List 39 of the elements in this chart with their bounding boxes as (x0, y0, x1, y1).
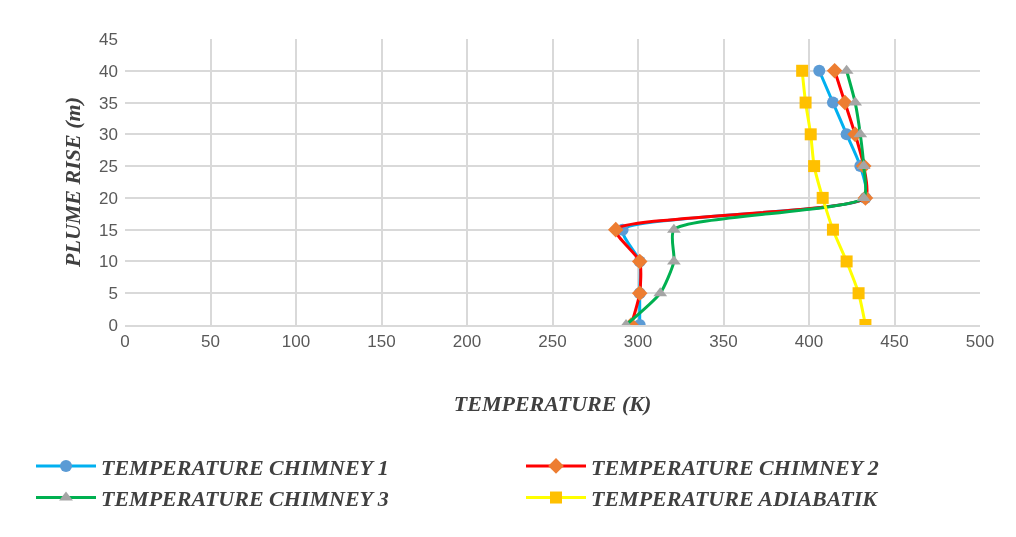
x-tick-label: 100 (281, 332, 311, 352)
point (826, 223, 839, 236)
y-tick-label: 40 (99, 61, 118, 81)
y-tick-label: 15 (99, 220, 118, 240)
x-tick-label: 300 (623, 332, 653, 352)
y-tick-label: 10 (99, 252, 118, 272)
x-tick-label: 350 (709, 332, 738, 352)
point (840, 255, 853, 268)
point (796, 64, 809, 77)
y-tick-label: 25 (99, 157, 118, 177)
x-tick-label: 400 (794, 332, 824, 352)
point (837, 94, 853, 111)
point (799, 96, 812, 109)
y-tick-label: 0 (108, 315, 118, 335)
x-tick-label: 200 (452, 332, 482, 352)
point (816, 191, 829, 204)
legend-label: TEMPERATURE ADIABATIK (591, 486, 879, 512)
legend-label: TEMPERATURE CHIMNEY 2 (591, 454, 879, 480)
point (607, 221, 624, 238)
y-axis-title: PLUME RISE (m) (59, 97, 85, 268)
y-tick-label: 5 (108, 284, 118, 304)
x-tick-label: 150 (367, 332, 396, 352)
legend-label: TEMPERATURE CHIMNEY 1 (101, 454, 389, 480)
point (826, 62, 843, 79)
point (813, 64, 826, 77)
y-tick-label: 20 (99, 188, 118, 208)
y-tick-label: 30 (99, 125, 118, 145)
x-axis-title: TEMPERATURE (K) (453, 390, 652, 416)
y-tick-label: 45 (99, 29, 118, 49)
point (826, 96, 839, 109)
point (808, 160, 821, 173)
point (804, 128, 817, 141)
x-tick-label: 50 (201, 332, 220, 352)
x-tick-label: 450 (880, 332, 909, 352)
x-tick-label: 250 (538, 332, 567, 352)
point (852, 287, 865, 300)
x-tick-label: 500 (965, 332, 995, 352)
legend-label: TEMPERATURE CHIMNEY 3 (101, 486, 389, 512)
y-tick-label: 35 (99, 93, 118, 113)
